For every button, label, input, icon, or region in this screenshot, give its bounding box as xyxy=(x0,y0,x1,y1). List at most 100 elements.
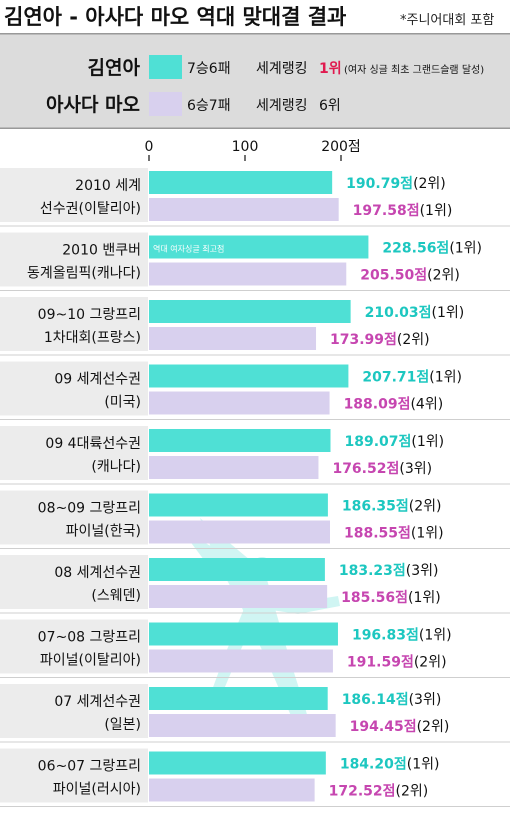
legend-band xyxy=(0,33,510,129)
value-mao: 191.59점(2위) xyxy=(347,654,447,671)
event-label-line1: 09~10 그랑프리 xyxy=(38,307,141,323)
bar-kim xyxy=(149,235,369,259)
value-kim-score: 228.56점 xyxy=(382,240,449,257)
bar-mao xyxy=(149,391,330,415)
bar-kim xyxy=(149,751,326,775)
value-mao-place: (2위) xyxy=(427,268,460,284)
event-label-line2: (스웨덴) xyxy=(91,588,141,604)
value-kim: 190.79점(2위) xyxy=(346,175,446,192)
x-tick-label: 100 xyxy=(232,139,259,155)
event-label-line2: 파이널(이탈리아) xyxy=(40,653,141,669)
event-row: 09 세계선수권 (미국) 207.71점(1위) 188.09점(4위) xyxy=(0,361,510,420)
value-mao-place: (2위) xyxy=(397,332,430,348)
bar-kim xyxy=(149,622,338,646)
value-kim-place: (2위) xyxy=(409,499,442,515)
bar-mao xyxy=(149,456,319,479)
bar-kim xyxy=(149,364,349,388)
bar-kim xyxy=(149,558,325,581)
event-label-line1: 07 세계선수권 xyxy=(54,694,141,710)
value-kim-place: (3위) xyxy=(406,563,439,579)
event-label-line1: 09 세계선수권 xyxy=(54,372,141,388)
legend-bottom-rule xyxy=(0,127,510,129)
value-kim-score: 196.83점 xyxy=(352,627,419,644)
event-label-band xyxy=(0,168,148,222)
value-mao-score: 188.55점 xyxy=(344,525,411,542)
value-kim: 228.56점(1위) xyxy=(382,240,482,257)
event-label-line2: 1차대회(프랑스) xyxy=(44,330,141,346)
value-kim: 186.35점(2위) xyxy=(342,498,442,515)
value-mao-score: 173.99점 xyxy=(330,331,397,348)
bar-kim xyxy=(149,429,331,452)
legend-mao-record: 6승7패 xyxy=(187,98,231,114)
value-kim: 207.71점(1위) xyxy=(362,369,462,386)
event-label-band xyxy=(0,426,148,480)
value-mao-place: (1위) xyxy=(408,590,441,606)
bar-mao xyxy=(149,520,331,544)
legend-kim-rank-prefix: 세계랭킹 xyxy=(256,61,308,77)
bar-kim xyxy=(149,493,328,517)
value-mao-place: (2위) xyxy=(414,655,447,671)
legend-top-rule xyxy=(0,33,510,35)
value-kim-place: (3위) xyxy=(409,692,442,708)
value-mao-place: (2위) xyxy=(417,719,450,735)
value-mao-score: 176.52점 xyxy=(332,460,399,477)
event-row: 08 세계선수권 (스웨덴) 183.23점(3위) 185.56점(1위) xyxy=(0,555,510,614)
value-kim-score: 186.14점 xyxy=(342,691,409,708)
value-mao: 176.52점(3위) xyxy=(332,460,432,477)
bar-mao xyxy=(149,198,339,221)
event-label-line2: (일본) xyxy=(104,717,141,733)
bar-kim xyxy=(149,300,351,323)
event-row: 09~10 그랑프리 1차대회(프랑스) 210.03점(1위) 173.99점(2위… xyxy=(0,297,510,356)
event-label-band xyxy=(0,748,148,803)
x-tick-label: 0 xyxy=(145,139,154,155)
event-label-band xyxy=(0,619,148,674)
event-label-band xyxy=(0,361,148,416)
event-label-line1: 07~08 그랑프리 xyxy=(38,630,141,646)
legend-kim-rank-note: (여자 싱글 최초 그랜드슬램 달성) xyxy=(344,64,484,76)
event-label-line1: 2010 밴쿠버 xyxy=(62,243,141,259)
bar-kim xyxy=(149,687,328,710)
value-kim: 183.23점(3위) xyxy=(339,562,439,579)
x-axis: 0 100 200점 xyxy=(145,139,361,161)
event-label-line2: (미국) xyxy=(104,395,141,411)
event-label-band xyxy=(0,232,148,287)
event-label-line1: 06~07 그랑프리 xyxy=(38,759,141,775)
event-label-line2: 파이널(한국) xyxy=(66,524,141,540)
value-mao: 197.58점(1위) xyxy=(353,202,453,219)
event-label-line2: 선수권(이탈리아) xyxy=(40,201,141,217)
value-kim-score: 184.20점 xyxy=(340,756,407,773)
value-kim-place: (1위) xyxy=(432,305,465,321)
value-mao-score: 194.45점 xyxy=(350,718,417,735)
value-mao-place: (1위) xyxy=(420,203,453,219)
value-kim-score: 207.71점 xyxy=(362,369,429,386)
value-kim-place: (1위) xyxy=(407,757,440,773)
value-mao-score: 172.52점 xyxy=(329,783,396,800)
value-kim-score: 210.03점 xyxy=(365,304,432,321)
value-mao-score: 205.50점 xyxy=(360,267,427,284)
event-label-band xyxy=(0,555,148,609)
value-kim: 196.83점(1위) xyxy=(352,627,452,644)
value-mao: 185.56점(1위) xyxy=(341,589,441,606)
value-mao-place: (2위) xyxy=(396,784,429,800)
event-label-line1: 2010 세계 xyxy=(75,178,141,194)
x-tick-label: 200점 xyxy=(321,139,361,155)
value-kim: 189.07점(1위) xyxy=(345,433,445,450)
event-label-line1: 09 4대륙선수권 xyxy=(45,436,141,452)
bar-kim xyxy=(149,171,333,194)
bar-mao xyxy=(149,585,328,608)
value-mao: 188.55점(1위) xyxy=(344,525,444,542)
legend-mao-rank-value: 6위 xyxy=(319,98,341,114)
event-label-band xyxy=(0,684,148,738)
bar-mao xyxy=(149,262,347,286)
legend-kim-swatch xyxy=(149,55,182,79)
event-label-line2: 파이널(러시아) xyxy=(53,782,141,798)
value-mao-place: (3위) xyxy=(399,461,432,477)
value-mao: 172.52점(2위) xyxy=(329,783,429,800)
value-kim: 184.20점(1위) xyxy=(340,756,440,773)
value-mao: 188.09점(4위) xyxy=(344,396,444,413)
value-kim-place: (1위) xyxy=(419,628,452,644)
